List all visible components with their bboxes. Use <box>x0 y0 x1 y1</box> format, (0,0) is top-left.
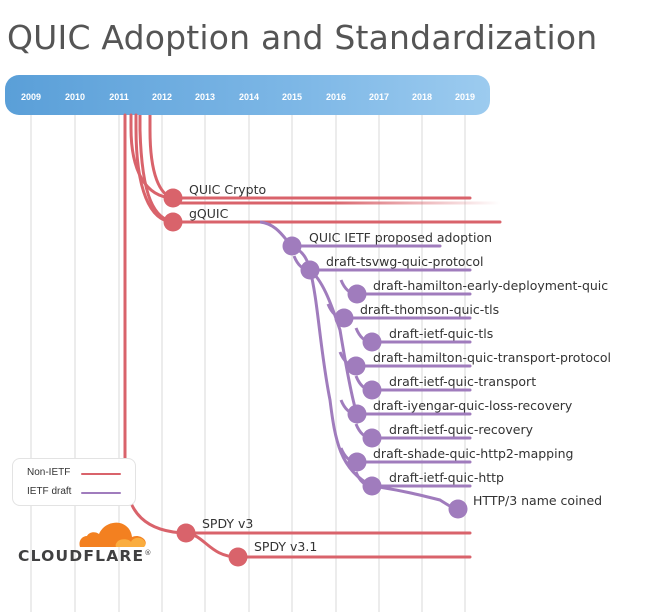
timeline-header-bar <box>5 75 490 115</box>
logo-wordmark: CLOUDFLARE® <box>18 547 153 565</box>
legend-label-ietf-draft: IETF draft <box>27 486 72 497</box>
label-http-3-name-coined: HTTP/3 name coined <box>473 493 602 508</box>
year-label-2012: 2012 <box>152 92 172 102</box>
dot-quic-ietf-proposed-adoption <box>282 236 302 256</box>
label-gquic: gQUIC <box>189 206 229 221</box>
milestone-dots <box>163 188 468 567</box>
label-draft-iyengar-quic-loss-recovery: draft-iyengar-quic-loss-recovery <box>373 398 573 413</box>
dot-spdy-v3-1 <box>228 547 248 567</box>
logo-registered-mark: ® <box>144 548 153 557</box>
label-spdy-v3: SPDY v3 <box>202 516 253 531</box>
cloudflare-logo: CLOUDFLARE® <box>18 517 151 567</box>
year-label-2019: 2019 <box>455 92 475 102</box>
label-spdy-v3-1: SPDY v3.1 <box>254 539 317 554</box>
dot-draft-iyengar-quic-loss-recovery <box>347 404 367 424</box>
year-label-2016: 2016 <box>326 92 346 102</box>
dot-spdy-v3 <box>176 523 196 543</box>
label-draft-thomson-quic-tls: draft-thomson-quic-tls <box>360 302 499 317</box>
year-gridlines <box>30 112 466 612</box>
page-title: QUIC Adoption and Standardization <box>7 18 598 57</box>
label-draft-ietf-quic-tls: draft-ietf-quic-tls <box>389 326 493 341</box>
dot-draft-hamilton-quic-transport-protocol <box>346 356 366 376</box>
label-quic-crypto: QUIC Crypto <box>189 182 266 197</box>
label-quic-ietf-proposed-adoption: QUIC IETF proposed adoption <box>309 230 492 245</box>
cloud-icon <box>79 522 146 547</box>
year-label-2015: 2015 <box>282 92 302 102</box>
dot-draft-ietf-quic-http <box>362 476 382 496</box>
label-draft-hamilton-early-deployment-quic: draft-hamilton-early-deployment-quic <box>373 278 608 293</box>
legend: Non-IETF IETF draft <box>12 458 136 506</box>
label-draft-ietf-quic-recovery: draft-ietf-quic-recovery <box>389 422 534 437</box>
year-label-2017: 2017 <box>369 92 389 102</box>
dot-quic-crypto <box>163 188 183 208</box>
line-spdy-v31 <box>184 531 472 559</box>
label-draft-hamilton-quic-transport-protocol: draft-hamilton-quic-transport-protocol <box>373 350 611 365</box>
dot-draft-hamilton-early-deployment-quic <box>347 284 367 304</box>
dot-draft-tsvwg-quic-protocol <box>300 260 320 280</box>
year-label-2013: 2013 <box>195 92 215 102</box>
dot-draft-ietf-quic-recovery <box>362 428 382 448</box>
line-http3 <box>371 484 459 511</box>
year-label-2018: 2018 <box>412 92 432 102</box>
legend-label-non-ietf: Non-IETF <box>27 467 71 478</box>
timeline-header: 2009 2010 2011 2012 2013 2014 2015 2016 2017 2018… <box>5 75 490 115</box>
dot-draft-ietf-quic-transport <box>362 380 382 400</box>
legend-swatch-non-ietf <box>81 473 121 475</box>
label-draft-tsvwg-quic-protocol: draft-tsvwg-quic-protocol <box>326 254 484 269</box>
line-quic-crypto <box>129 113 472 200</box>
label-draft-ietf-quic-http: draft-ietf-quic-http <box>389 470 504 485</box>
year-label-2009: 2009 <box>21 92 41 102</box>
legend-swatch-ietf-draft <box>81 492 121 494</box>
dot-http-3-name-coined <box>448 499 468 519</box>
dot-draft-ietf-quic-tls <box>362 332 382 352</box>
year-label-2014: 2014 <box>239 92 259 102</box>
year-labels: 2009 2010 2011 2012 2013 2014 2015 2016 2017 2018… <box>21 92 475 102</box>
logo-text: CLOUDFLARE <box>18 547 145 565</box>
line-ietf-trunk-2 <box>308 268 359 415</box>
year-label-2010: 2010 <box>65 92 85 102</box>
dot-draft-shade-quic-http2-mapping <box>347 452 367 472</box>
dot-draft-thomson-quic-tls <box>334 308 354 328</box>
year-label-2011: 2011 <box>109 92 129 102</box>
label-draft-shade-quic-http2-mapping: draft-shade-quic-http2-mapping <box>373 446 573 461</box>
dot-gquic <box>163 212 183 232</box>
label-draft-ietf-quic-transport: draft-ietf-quic-transport <box>389 374 536 389</box>
